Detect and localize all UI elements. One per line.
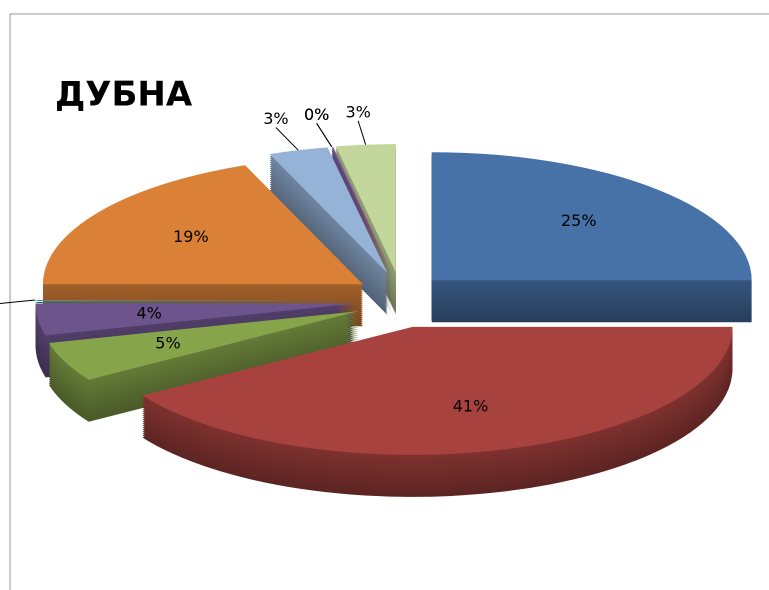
leader-line	[357, 120, 367, 145]
slice	[269, 147, 388, 274]
data-label: 4%	[136, 303, 161, 322]
slice-side	[331, 148, 392, 275]
slice	[142, 326, 733, 455]
slice	[331, 146, 392, 273]
data-label: 41%	[453, 396, 489, 415]
slice	[35, 300, 356, 301]
slice	[35, 303, 356, 336]
data-label: 5%	[155, 334, 180, 353]
data-label: 0%	[304, 105, 329, 124]
slice	[335, 144, 396, 273]
leader-line	[275, 127, 299, 151]
slice	[48, 311, 359, 380]
slice-side	[35, 302, 356, 303]
leader-line	[316, 123, 333, 148]
data-label: 3%	[345, 102, 370, 121]
leader-line	[0, 299, 36, 305]
data-label: 3%	[263, 109, 288, 128]
slice	[431, 152, 752, 281]
data-label: 19%	[173, 227, 209, 246]
data-label: 0%	[304, 105, 329, 124]
slice-side	[331, 152, 392, 279]
data-label: 25%	[561, 211, 597, 230]
chart-title: ДУБНА	[55, 75, 193, 115]
slice	[42, 165, 363, 285]
slice-side	[331, 150, 392, 277]
slice-side	[331, 154, 392, 281]
